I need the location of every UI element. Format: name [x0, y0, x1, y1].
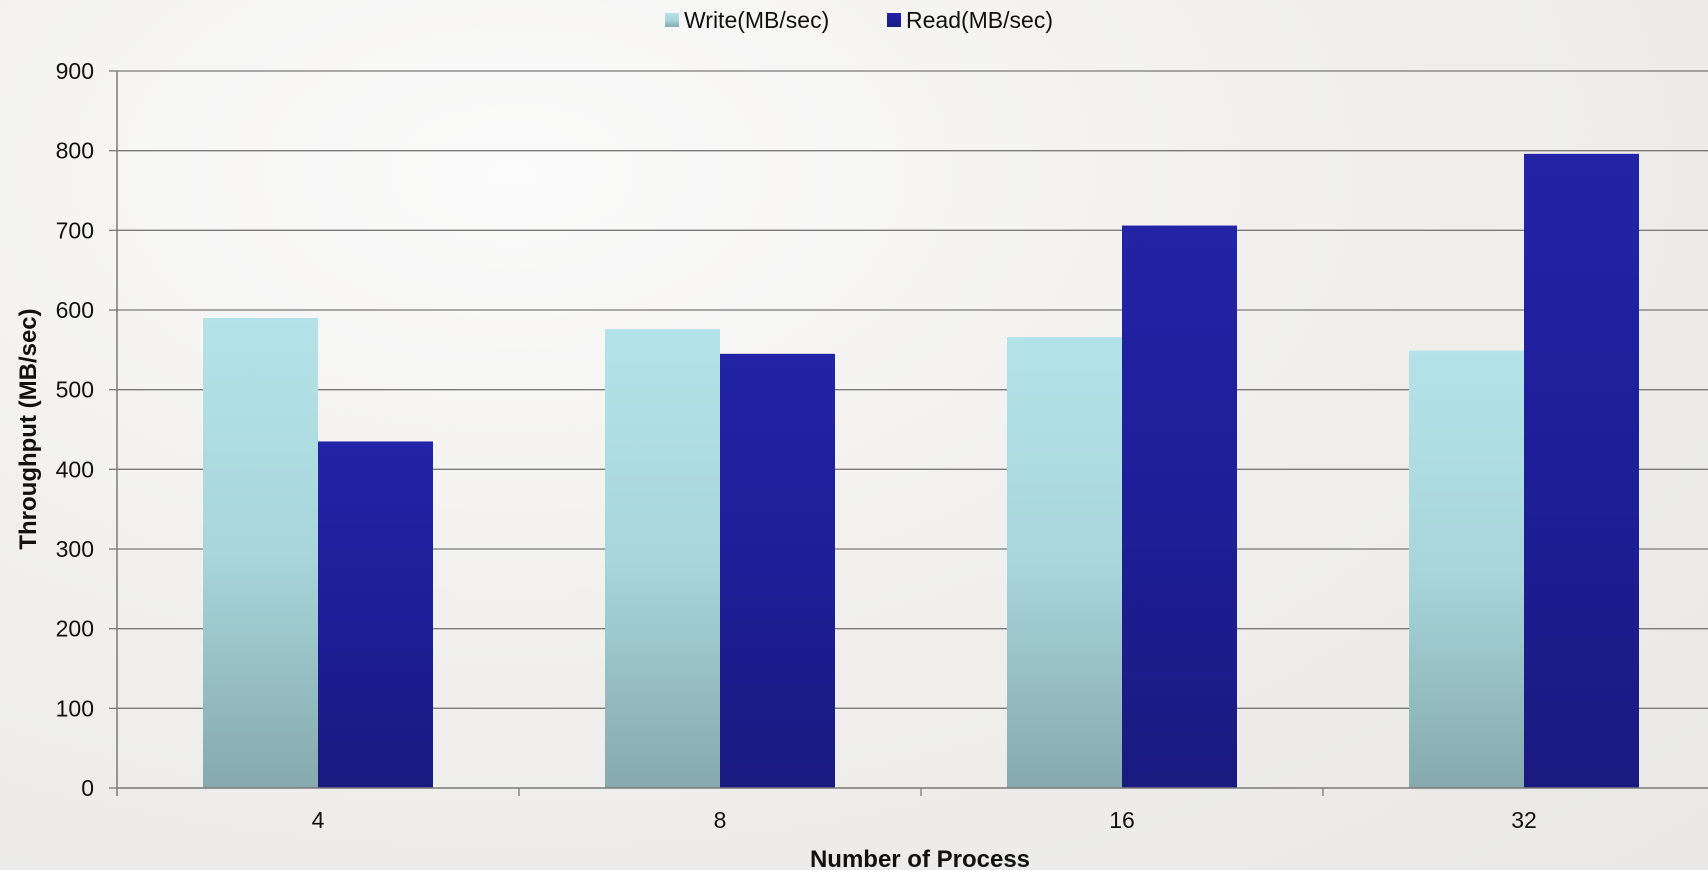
y-tick-label: 300: [56, 536, 94, 562]
y-axis-ticks: 0 100 200 300 400 500 600 700 800 900: [56, 58, 117, 801]
y-tick-label: 200: [56, 616, 94, 642]
y-tick-label: 400: [56, 456, 94, 482]
y-tick-label: 900: [56, 58, 94, 84]
y-axis-title: Throughput (MB/sec): [15, 308, 42, 549]
bar-read-16: [1122, 225, 1237, 788]
legend-label-write: Write(MB/sec): [684, 7, 829, 33]
legend-label-read: Read(MB/sec): [906, 7, 1053, 33]
bar-read-32: [1524, 153, 1639, 788]
bar-write-8: [605, 329, 720, 788]
bar-read-4: [318, 441, 433, 788]
y-tick-label: 100: [56, 695, 94, 721]
x-tick-label: 16: [1109, 807, 1135, 833]
x-tick-label: 4: [312, 807, 325, 833]
x-tick-label: 8: [714, 807, 727, 833]
bar-write-16: [1007, 337, 1122, 788]
y-tick-label: 500: [56, 377, 94, 403]
y-tick-label: 600: [56, 297, 94, 323]
bar-write-32: [1409, 350, 1524, 788]
y-tick-label: 700: [56, 217, 94, 243]
x-axis: 4 8 16 32: [116, 71, 1708, 833]
y-tick-label: 800: [56, 138, 94, 164]
x-axis-title: Number of Process: [810, 846, 1030, 870]
legend-swatch-write: [665, 13, 679, 27]
legend: Write(MB/sec) Read(MB/sec): [665, 7, 1053, 33]
bars: [203, 153, 1639, 788]
bar-write-4: [203, 317, 318, 788]
bar-read-8: [720, 353, 835, 788]
legend-swatch-read: [887, 13, 901, 27]
x-tick-label: 32: [1511, 807, 1537, 833]
y-tick-label: 0: [81, 775, 94, 801]
